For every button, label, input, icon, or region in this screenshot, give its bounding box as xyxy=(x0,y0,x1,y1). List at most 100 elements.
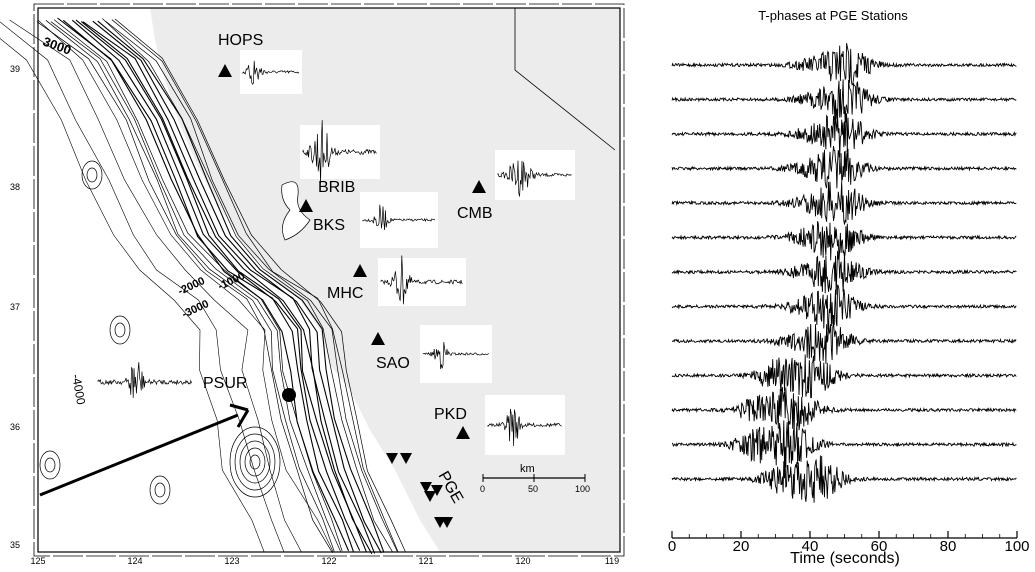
contour-line xyxy=(62,19,354,552)
inset-background xyxy=(300,125,380,179)
pge-station-marker xyxy=(431,485,443,496)
pge-station-marker xyxy=(400,453,412,464)
seamount-contour xyxy=(39,450,61,480)
seismogram-trace xyxy=(671,43,1017,86)
seamount-contour xyxy=(154,482,166,498)
seismogram-inset xyxy=(302,120,377,184)
station-hops-marker xyxy=(218,64,232,77)
inset-background xyxy=(240,50,302,94)
seamount-contour xyxy=(249,454,261,470)
x-tick-labels: 0 20 40 60 80 100 xyxy=(668,531,1030,555)
contour-line xyxy=(45,20,335,552)
latitude-labels: 39 38 37 36 35 xyxy=(10,64,20,550)
longitude-label: 121 xyxy=(418,556,433,566)
map-border-ticks xyxy=(33,3,625,557)
stations: HOPS BRIB BKS CMB MHC SAO PSUR PKD xyxy=(203,32,493,528)
san-francisco-bay xyxy=(281,181,311,241)
x-tick-label: 40 xyxy=(802,538,819,555)
x-tick-label: 60 xyxy=(871,538,888,555)
seamount-contour xyxy=(114,322,126,338)
seamount-contour xyxy=(149,475,171,505)
seismogram-trace xyxy=(671,354,1017,399)
x-tick-label: 0 xyxy=(668,538,676,555)
station-label-bks: BKS xyxy=(313,217,345,234)
seismogram-traces xyxy=(671,43,1017,503)
latitude-label: 36 xyxy=(10,422,20,432)
seismogram-inset xyxy=(422,342,489,369)
x-tick-label: 100 xyxy=(1004,538,1029,555)
longitude-labels: 125 124 123 122 121 120 119 xyxy=(30,556,619,566)
latitude-label: 38 xyxy=(10,182,20,192)
contour-line xyxy=(71,19,361,551)
seismogram-insets xyxy=(95,50,575,455)
seamount-contour xyxy=(229,426,281,498)
state-border xyxy=(514,8,616,151)
pge-station-marker xyxy=(386,453,398,464)
seamount-contour xyxy=(44,457,56,473)
contour-line xyxy=(0,21,285,553)
latitude-label: 35 xyxy=(10,540,20,550)
station-brib-marker xyxy=(299,199,313,212)
seamount-contour xyxy=(239,440,271,484)
station-sao-marker xyxy=(371,332,385,345)
longitude-label: 123 xyxy=(224,556,239,566)
contour-line xyxy=(57,17,350,552)
seismogram-inset xyxy=(497,160,572,197)
x-axis-label: Time (seconds) xyxy=(790,550,900,567)
station-label-mhc: MHC xyxy=(327,285,363,302)
seismogram-inset xyxy=(242,60,300,85)
seamount-contour xyxy=(109,315,131,345)
seismogram-inset xyxy=(380,255,463,305)
longitude-label: 122 xyxy=(321,556,336,566)
contour-line xyxy=(105,20,398,553)
contour-line xyxy=(37,19,334,553)
station-pkd-marker xyxy=(456,426,470,439)
seismogram-trace xyxy=(671,320,1017,364)
seamount-contour xyxy=(81,160,103,190)
station-label-cmb: CMB xyxy=(457,205,493,222)
t-phase-record-section: T-phases at PGE Stations 0 20 40 60 80 100 Ti… xyxy=(668,8,1030,567)
contour-line xyxy=(75,19,368,553)
longitude-label: 125 xyxy=(30,556,45,566)
contour-line xyxy=(92,20,382,554)
longitude-label: 124 xyxy=(127,556,142,566)
contour-line xyxy=(111,19,399,552)
station-label-sao: SAO xyxy=(376,355,410,372)
seismogram-trace xyxy=(671,455,1017,503)
seismogram-trace xyxy=(671,420,1017,468)
latitude-label: 37 xyxy=(10,302,20,312)
pge-station-marker xyxy=(420,482,432,493)
map-panel: 39 38 37 36 35 125 124 123 122 121 120 119 3000 -4… xyxy=(0,3,625,566)
scale-tick: 100 xyxy=(575,484,590,494)
contour-line xyxy=(0,38,265,553)
x-tick-label: 20 xyxy=(733,538,750,555)
seamount-contour xyxy=(86,167,98,183)
seismogram-trace xyxy=(671,250,1017,295)
station-mhc-marker xyxy=(353,264,367,277)
chart-title: T-phases at PGE Stations xyxy=(758,8,908,23)
seismogram-panel: T-phases at PGE Stations 0 20 40 60 80 100 Ti… xyxy=(640,0,1035,567)
seismogram-inset xyxy=(97,362,192,399)
seamount-contour xyxy=(244,447,266,477)
contour-line xyxy=(36,21,333,553)
station-label-brib: BRIB xyxy=(318,179,355,196)
map-frame xyxy=(37,7,621,553)
seismogram-trace xyxy=(671,181,1017,225)
station-label-hops: HOPS xyxy=(218,32,263,49)
contour-label: -4000 xyxy=(69,373,88,406)
contour-line xyxy=(114,18,406,552)
station-label-psur: PSUR xyxy=(203,375,247,392)
scale-tick: 50 xyxy=(528,484,538,494)
contour-line xyxy=(102,18,394,553)
x-tick-label: 80 xyxy=(940,538,957,555)
longitude-label: 119 xyxy=(605,556,619,566)
contour-line xyxy=(50,21,341,552)
arrow-head xyxy=(229,403,250,428)
latitude-label: 39 xyxy=(10,64,20,74)
station-psur-marker xyxy=(282,388,296,402)
bathymetry-contours xyxy=(0,17,406,555)
seismogram-trace xyxy=(671,284,1017,330)
inset-background xyxy=(378,258,466,306)
pge-station-marker xyxy=(424,491,436,502)
contour-line xyxy=(80,21,373,555)
